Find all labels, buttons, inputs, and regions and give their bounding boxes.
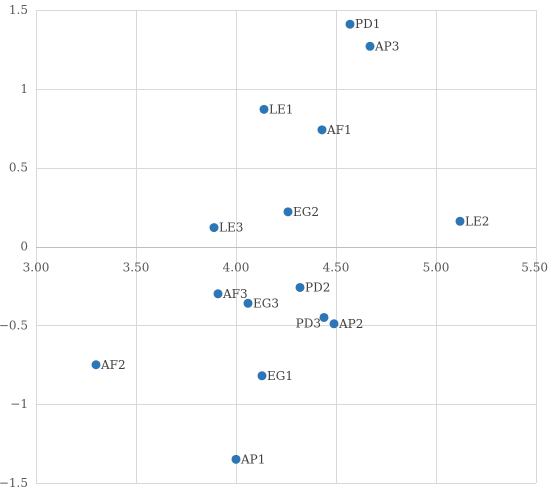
- data-point: [317, 125, 327, 135]
- data-point: [283, 207, 293, 217]
- y-tick-label: 1.5: [9, 3, 28, 17]
- data-point-label: LE3: [219, 221, 243, 235]
- y-tick-label: 1: [20, 82, 28, 96]
- data-point-label: PD1: [355, 17, 380, 31]
- data-point: [257, 371, 267, 381]
- data-point-label: PD3: [296, 316, 321, 330]
- x-tick-label: 5.50: [521, 261, 548, 275]
- data-point: [259, 104, 269, 114]
- data-point-label: EG1: [267, 369, 293, 383]
- data-point-label: PD2: [305, 280, 330, 294]
- x-tick-label: 3.00: [23, 261, 50, 275]
- data-point: [295, 282, 305, 292]
- data-point-label: EG2: [293, 205, 319, 219]
- data-point-label: AF3: [222, 287, 248, 301]
- data-point-label: AP2: [338, 317, 363, 331]
- data-point-label: AP1: [240, 452, 265, 466]
- y-tick-label: −1.5: [0, 476, 28, 490]
- data-point: [455, 216, 465, 226]
- data-point: [243, 298, 253, 308]
- x-tick-label: 5.00: [423, 261, 450, 275]
- data-point-label: LE1: [269, 102, 293, 116]
- data-point: [329, 319, 339, 329]
- data-point: [319, 312, 329, 322]
- data-point-label: AF2: [100, 358, 126, 372]
- y-tick-label: 0: [20, 240, 28, 254]
- data-point: [345, 19, 355, 29]
- data-point: [231, 454, 241, 464]
- data-point: [213, 289, 223, 299]
- x-tick-label: 3.50: [123, 261, 150, 275]
- y-tick-label: 0.5: [9, 161, 28, 175]
- y-tick-label: −1: [10, 397, 28, 411]
- data-point-label: AF1: [326, 123, 352, 137]
- data-point: [365, 41, 375, 51]
- y-tick-label: −0.5: [0, 318, 28, 332]
- data-point: [209, 223, 219, 233]
- x-tick-label: 4.00: [223, 261, 250, 275]
- data-point-label: EG3: [253, 296, 279, 310]
- data-point: [91, 360, 101, 370]
- data-point-label: LE2: [465, 214, 489, 228]
- data-point-label: AP3: [374, 39, 399, 53]
- x-tick-label: 4.50: [323, 261, 350, 275]
